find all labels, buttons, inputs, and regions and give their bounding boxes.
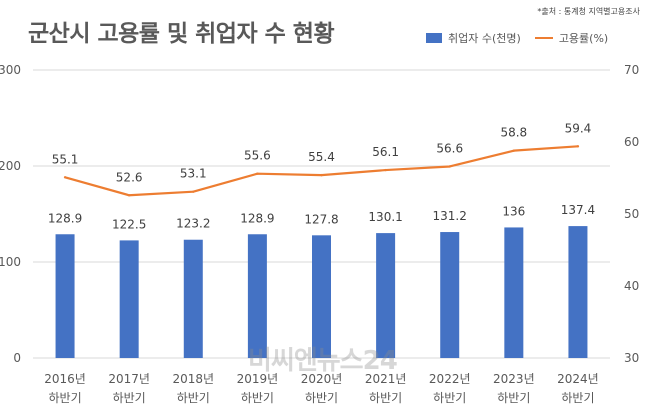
x-tick-label-half: 하반기 [48,391,81,405]
bar [568,226,588,358]
line-data-label: 56.1 [372,145,399,159]
line-point [192,190,195,193]
x-tick-label-half: 하반기 [561,391,594,405]
source-note: *출처 : 통계청 지역별고용조사 [537,7,640,16]
bar-data-label: 122.5 [112,217,146,231]
bar [247,234,267,358]
y-right-tick-label: 70 [624,63,639,77]
bar-data-label: 128.9 [48,211,82,225]
line-point [512,149,516,152]
y-left-tick-label: 0 [13,351,21,365]
line-point [576,145,580,148]
bar-data-label: 128.9 [240,211,274,225]
bar-data-label: 123.2 [176,217,210,231]
bar-data-label: 127.8 [304,212,338,226]
x-tick-label-half: 하반기 [177,391,210,405]
line-point [320,173,323,177]
x-tick-label-half: 하반기 [241,391,274,405]
y-right-tick-label: 40 [624,279,639,293]
bar-data-label: 136 [502,204,525,218]
x-tick-label-half: 하반기 [305,391,338,405]
x-tick-label-half: 하반기 [113,391,146,405]
line-data-label: 58.8 [500,126,527,140]
bar [312,235,331,358]
bar-data-label: 131.2 [433,209,467,223]
bar [55,234,75,358]
line-point [448,165,451,168]
line-data-label: 52.6 [116,170,143,184]
line-point [384,168,387,172]
x-tick-label-year: 2022년 [429,372,471,386]
x-tick-label-year: 2018년 [172,372,214,386]
x-tick-label-year: 2016년 [44,372,86,386]
bar [440,232,460,358]
y-right-tick-label: 50 [624,207,639,221]
x-tick-label-year: 2024년 [557,372,599,386]
x-tick-label-half: 하반기 [369,391,402,405]
bar [183,239,203,358]
x-tick-label-year: 2021년 [365,372,407,386]
line-point [127,194,131,197]
watermark: 비씨엔뉴스24 [248,346,398,376]
x-tick-label-year: 2019년 [237,372,279,386]
chart-title: 군산시 고용률 및 취업자 수 현황 [28,21,335,47]
bar-data-label: 130.1 [368,210,402,224]
line-point [256,172,259,175]
line-point [63,176,67,179]
x-tick-label-year: 2020년 [301,372,343,386]
x-tick-label-year: 2023년 [493,372,535,386]
line-data-label: 59.4 [565,121,592,135]
line-data-label: 56.6 [436,141,463,155]
x-tick-label-year: 2017년 [108,372,150,386]
legend: 취업자 수(천명) 고용률(%) [426,30,608,46]
line-data-label: 55.1 [52,152,79,166]
line-data-label: 55.4 [308,150,335,164]
line-data-label: 55.6 [244,149,271,163]
bar [376,233,396,358]
x-tick-label-half: 하반기 [497,391,530,405]
legend-line-label: 고용률(%) [558,32,609,45]
y-left-tick-label: 200 [0,159,21,173]
legend-line-swatch [534,37,553,39]
legend-bar-label: 취업자 수(천명) [448,32,521,45]
y-right-tick-label: 60 [624,135,639,149]
y-left-tick-label: 300 [0,63,21,77]
x-tick-label-half: 하반기 [433,391,466,405]
bar [119,240,139,358]
y-left-tick-label: 100 [0,255,21,269]
bar-data-label: 137.4 [561,203,595,217]
line-data-label: 53.1 [180,167,207,181]
bar [504,227,524,358]
legend-bar-swatch [426,33,442,43]
y-right-tick-label: 30 [624,351,639,365]
